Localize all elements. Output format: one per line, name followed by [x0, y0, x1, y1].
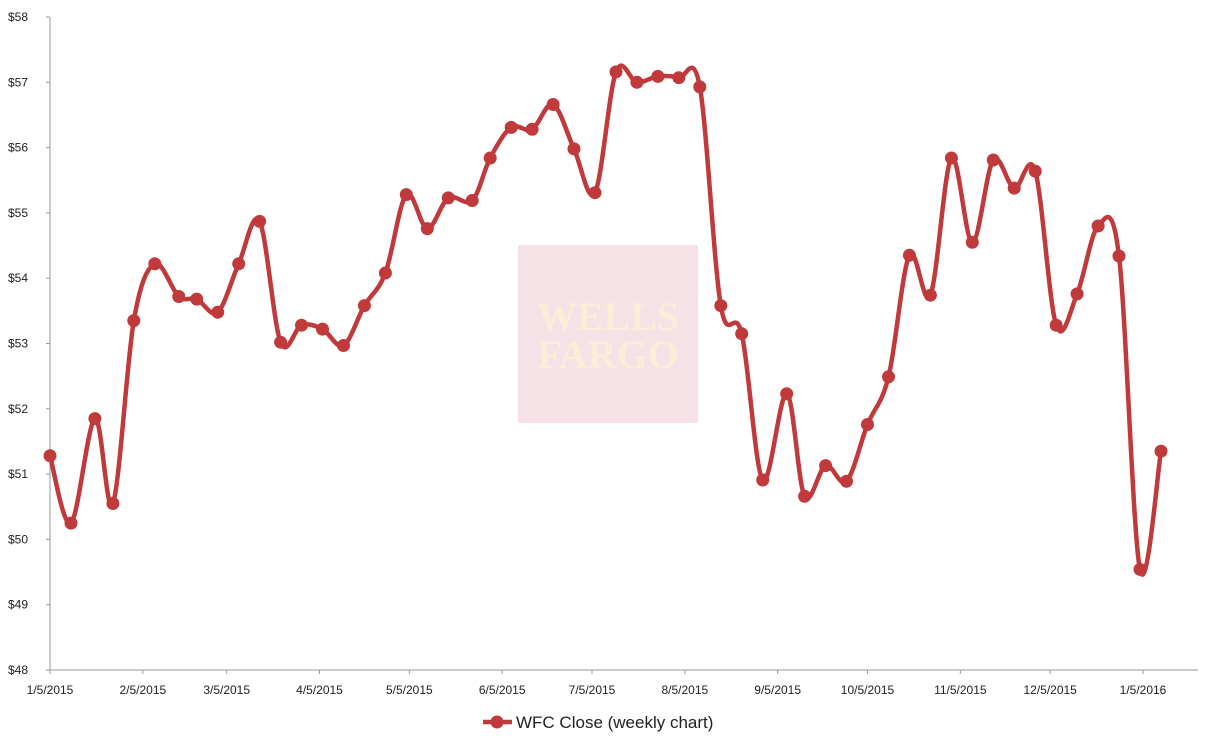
y-axis: $48 $49 $50 $51 $52 $53 $54 $55 $56 $57 $58	[8, 10, 51, 677]
data-point	[567, 142, 581, 156]
data-point	[588, 186, 602, 200]
legend: WFC Close (weekly chart)	[483, 713, 713, 732]
data-point	[190, 292, 204, 306]
data-point	[735, 327, 749, 341]
y-tick-label: $56	[8, 141, 28, 155]
data-point	[609, 65, 623, 79]
x-tick-label: 6/5/2015	[479, 683, 526, 697]
data-point	[1112, 249, 1126, 263]
data-point	[965, 235, 979, 249]
data-point	[316, 322, 329, 336]
data-point	[798, 489, 812, 503]
legend-marker	[490, 715, 504, 729]
x-tick-label: 2/5/2015	[119, 683, 166, 697]
data-point	[819, 459, 833, 473]
data-point	[714, 299, 728, 313]
y-tick-label: $53	[8, 337, 28, 351]
y-tick-label: $52	[8, 402, 28, 416]
y-tick-label: $49	[8, 598, 28, 612]
data-point	[295, 318, 308, 332]
data-point	[944, 151, 958, 165]
data-point	[441, 191, 455, 205]
x-tick-label: 5/5/2015	[386, 683, 433, 697]
data-point	[693, 80, 707, 94]
x-axis: 1/5/2015 2/5/2015 3/5/2015 4/5/2015 5/5/2015…	[27, 669, 1198, 697]
data-point	[840, 474, 853, 488]
data-point	[420, 222, 434, 236]
data-point	[274, 335, 288, 349]
data-point	[1007, 181, 1021, 195]
data-point	[986, 153, 1000, 167]
x-tick-label: 11/5/2015	[934, 683, 987, 697]
data-point	[630, 75, 644, 89]
data-point	[861, 418, 874, 431]
watermark-background	[518, 245, 698, 423]
x-tick-label: 7/5/2015	[569, 683, 616, 697]
data-point	[127, 314, 141, 328]
data-point	[1028, 164, 1042, 178]
data-point	[902, 248, 916, 262]
data-point	[64, 516, 78, 530]
data-point	[756, 473, 770, 487]
data-point	[399, 188, 413, 202]
data-point	[546, 98, 560, 111]
data-point	[172, 290, 186, 303]
y-tick-label: $50	[8, 532, 28, 546]
x-tick-label: 10/5/2015	[841, 683, 895, 697]
data-point	[211, 305, 225, 319]
legend-label: WFC Close (weekly chart)	[516, 713, 713, 732]
y-tick-label: $51	[8, 467, 28, 481]
y-tick-label: $54	[8, 271, 28, 285]
x-tick-label: 1/5/2016	[1120, 683, 1167, 697]
x-tick-label: 1/5/2015	[27, 683, 74, 697]
x-tick-label: 4/5/2015	[296, 683, 343, 697]
data-point	[1091, 219, 1105, 233]
data-point	[1070, 287, 1084, 301]
series-wfc-close	[43, 63, 1168, 577]
data-point	[357, 299, 371, 313]
x-tick-label: 8/5/2015	[661, 683, 708, 697]
y-tick-label: $55	[8, 206, 28, 220]
data-point	[1049, 318, 1063, 332]
data-point	[780, 387, 794, 401]
watermark: WELLS FARGO	[518, 245, 698, 423]
data-point	[43, 449, 57, 463]
data-point	[232, 257, 246, 271]
y-tick-label: $57	[8, 75, 28, 89]
data-point	[148, 257, 162, 271]
data-point	[253, 214, 267, 228]
data-point	[337, 339, 350, 352]
data-point	[1133, 562, 1147, 576]
x-tick-label: 3/5/2015	[203, 683, 250, 697]
watermark-logo-line2: FARGO	[537, 332, 678, 377]
data-point	[88, 412, 102, 426]
x-tick-label: 9/5/2015	[754, 683, 801, 697]
data-point	[483, 151, 497, 165]
data-point	[1154, 444, 1168, 458]
y-tick-label: $48	[8, 663, 28, 677]
data-point	[504, 120, 518, 134]
data-point	[106, 497, 120, 510]
watermark-logo-line1: WELLS	[537, 294, 679, 339]
data-point	[672, 71, 686, 85]
data-point	[882, 370, 895, 384]
x-tick-label: 12/5/2015	[1023, 683, 1077, 697]
data-point	[378, 266, 392, 280]
data-point	[525, 122, 539, 136]
y-tick-label: $58	[8, 10, 28, 24]
data-point	[465, 194, 479, 207]
data-point	[923, 288, 937, 302]
data-point	[651, 69, 665, 83]
